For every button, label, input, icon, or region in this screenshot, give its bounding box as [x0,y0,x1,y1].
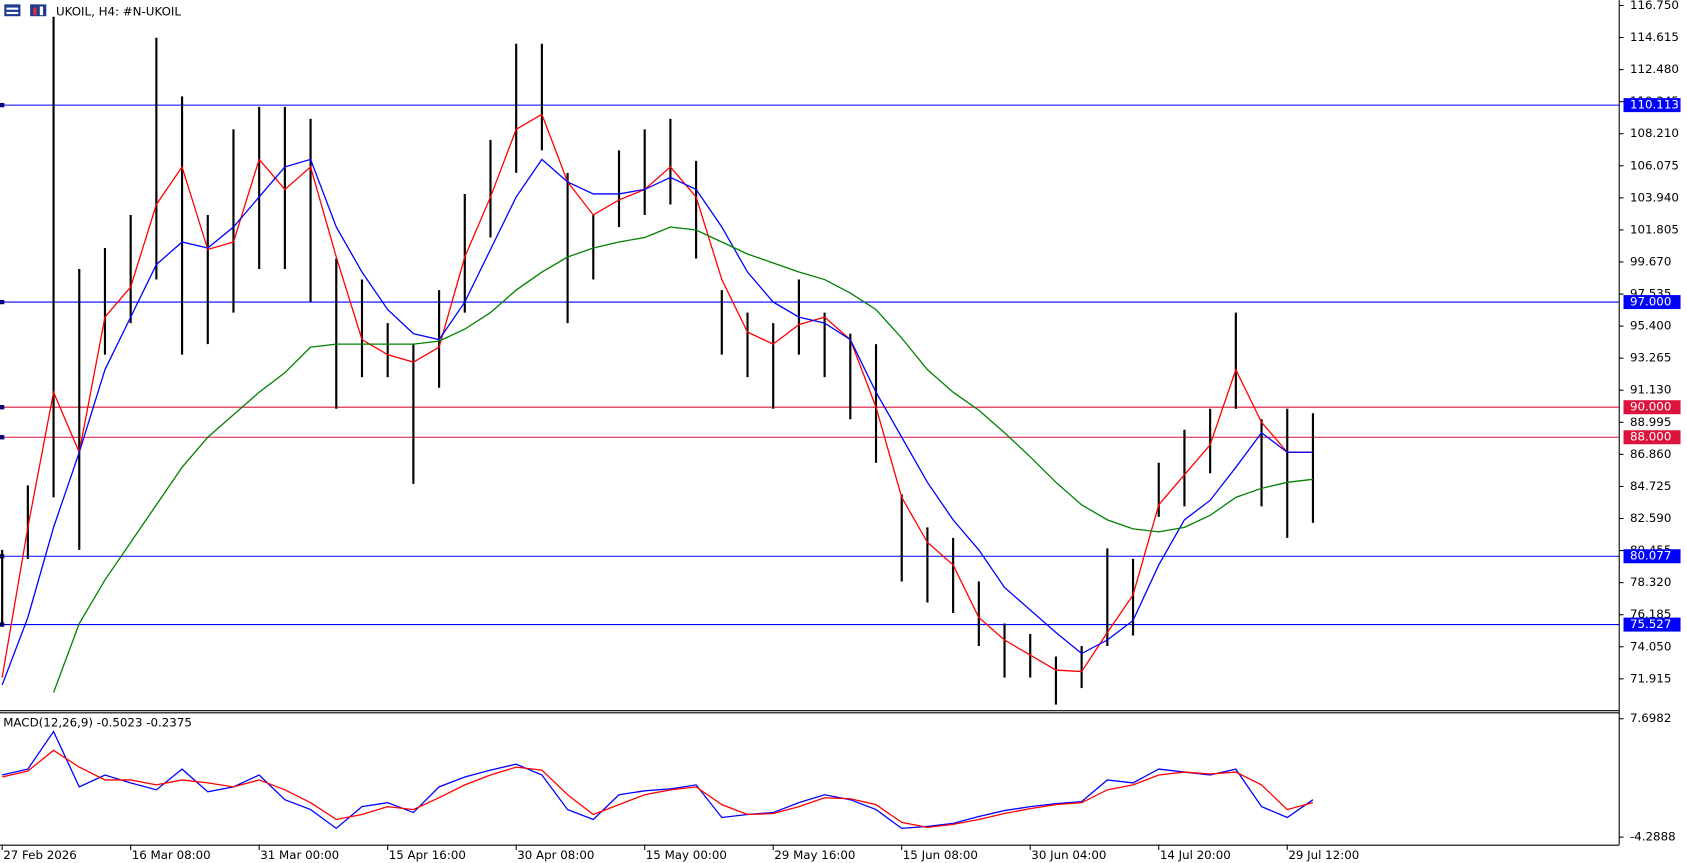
y-tick-label: 91.130 [1630,383,1671,397]
macd-label: MACD(12,26,9) -0.5023 -0.2375 [3,716,192,730]
x-tick-label: 14 Jul 20:00 [1160,848,1231,862]
x-tick-label: 29 May 16:00 [774,848,855,862]
level-marker [0,405,5,410]
level-label-box [1623,295,1681,310]
level-label: 80.077 [1630,549,1671,563]
macd-line [2,749,1314,829]
y-tick-label: 108.210 [1630,126,1679,140]
moving-average [1,158,1313,686]
x-tick-label: 30 Apr 08:00 [517,848,594,862]
x-tick-label: 31 Mar 00:00 [260,848,339,862]
y-tick-label: 84.725 [1630,479,1671,493]
level-label-box [1623,549,1681,564]
y-tick-label: 101.805 [1630,222,1679,236]
y-tick-label: 74.050 [1630,639,1671,653]
y-tick-label: 78.320 [1630,575,1671,589]
y-tick-label: -4.2888 [1630,830,1676,844]
level-marker [0,299,5,305]
icon [6,7,19,10]
level-marker [0,102,5,108]
level-marker [0,435,5,440]
level-label: 75.527 [1630,617,1671,631]
y-tick-label: 103.940 [1630,190,1679,204]
y-tick-label: 116.750 [1630,0,1679,12]
y-tick-label: 88.995 [1630,415,1671,429]
toolbar-icons [4,4,47,17]
level-label-box [1623,617,1681,632]
y-tick-label: 106.075 [1630,158,1679,172]
y-tick-label: 7.6982 [1630,711,1671,725]
chart-title: UKOIL, H4: #N-UKOIL [56,4,181,18]
moving-average [52,226,1314,693]
level-label-box [1623,430,1681,445]
x-tick-label: 15 Jun 08:00 [903,848,978,862]
y-tick-label: 112.480 [1630,62,1679,76]
level-label-box [1623,400,1681,415]
macd-line [2,730,1314,830]
x-tick-label: 30 Jun 04:00 [1031,848,1106,862]
y-tick-label: 71.915 [1630,671,1671,685]
icon [6,11,19,15]
icon [33,7,37,16]
x-tick-label: 16 Mar 08:00 [132,848,211,862]
icon [39,6,44,16]
level-label-box [1623,98,1681,113]
icon [30,4,47,17]
icon [4,4,21,17]
x-tick-label: 15 May 00:00 [646,848,727,862]
x-tick-label: 15 Apr 16:00 [389,848,466,862]
level-label: 97.000 [1630,295,1671,309]
y-tick-label: 95.400 [1630,319,1671,333]
level-label: 90.000 [1630,400,1671,414]
y-tick-label: 93.265 [1630,351,1671,365]
y-tick-label: 99.670 [1630,254,1671,268]
level-label: 110.113 [1630,98,1679,112]
y-tick-label: 82.590 [1630,511,1671,525]
x-tick-label: 29 Jul 12:00 [1288,848,1359,862]
level-label: 88.000 [1630,430,1671,444]
y-tick-label: 86.860 [1630,447,1671,461]
y-tick-label: 114.615 [1630,30,1679,44]
moving-average [1,113,1313,678]
x-tick-label: 27 Feb 2026 [3,848,77,862]
